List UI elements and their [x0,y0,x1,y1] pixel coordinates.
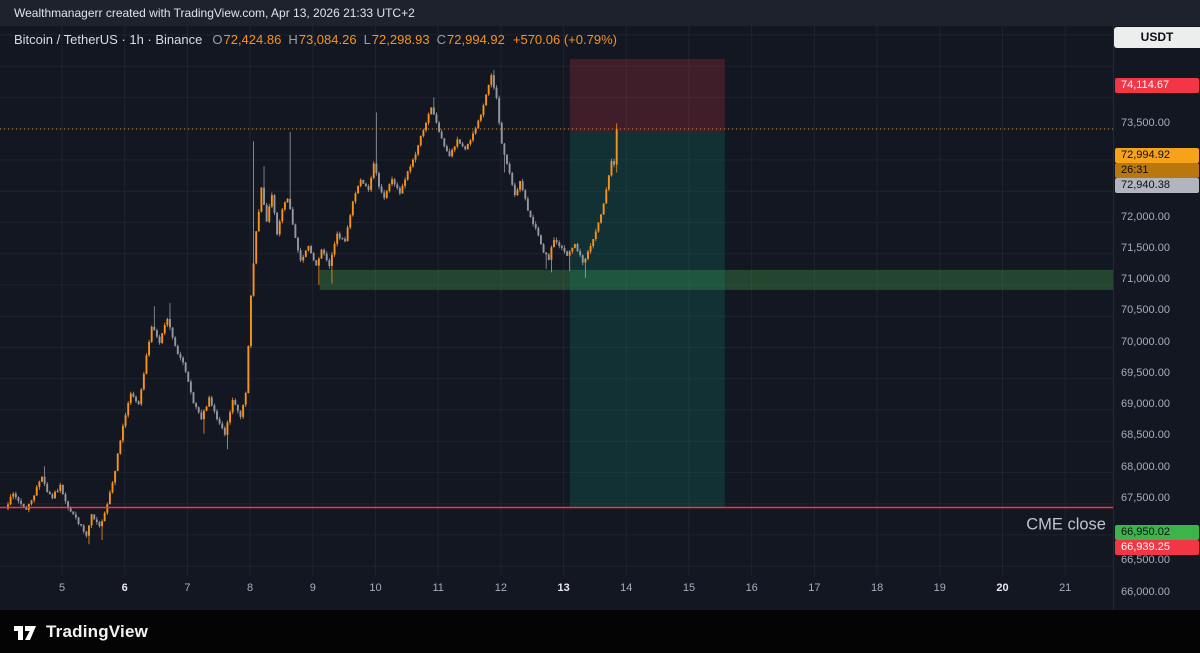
bar-countdown-badge: 26:31 [1115,162,1199,178]
ohlc-value: 73,084.26 [298,31,357,47]
ohlc-value: 72,424.86 [223,31,282,47]
price-lines [0,128,1113,509]
candles [7,69,618,545]
ohlc-label: L [363,31,371,47]
grid-lines [0,26,1113,575]
target-price-badge: 66,950.02 [1115,525,1199,541]
price-axis-label: 69,500.00 [1121,366,1170,379]
time-axis-label: 19 [933,582,946,594]
footer-bar: TradingView [0,610,1200,653]
price-axis-label: 73,500.00 [1121,116,1170,129]
currency-button[interactable]: USDT [1114,27,1200,48]
symbol-title[interactable]: Bitcoin / TetherUS · 1h · Binance [14,31,203,47]
stop-loss-price-badge: 74,114.67 [1115,77,1199,93]
ohlc-label: H [288,31,298,47]
time-axis-label: 7 [184,582,191,594]
price-axis-label: 68,000.00 [1121,460,1170,473]
price-axis-label: 71,500.00 [1121,241,1170,254]
cme-close-label: CME close [1026,516,1106,534]
time-axis-label: 10 [369,582,382,594]
time-axis-label: 16 [745,582,758,594]
price-axis-label: 66,500.00 [1121,554,1170,567]
price-axis-label: 69,000.00 [1121,398,1170,411]
price-axis[interactable]: 73,500.00 72,000.00 71,500.00 71,000.00 70,5… [1113,26,1200,610]
symbol-legend[interactable]: Bitcoin / TetherUS · 1h · Binance O 72,424… [14,31,624,47]
candlestick-chart[interactable]: CME close [0,26,1113,575]
price-axis-label: 67,500.00 [1121,491,1170,504]
time-axis[interactable]: 5 6 7 8 9 10 11 12 13 14 15 16 17 18 19 20 21 [0,575,1113,610]
ohlc-label: C [436,31,447,47]
tradingview-logo[interactable]: TradingView [12,619,148,645]
change-value: +570.06 (+0.79%) [512,31,617,47]
time-axis-label: 14 [620,582,633,594]
price-axis-label: 70,000.00 [1121,335,1170,348]
ohlc-value: 72,298.93 [371,31,430,47]
ohlc-value: 72,994.92 [447,31,505,47]
price-axis-label: 68,500.00 [1121,429,1170,442]
time-axis-label: 20 [996,582,1009,594]
brand-wordmark: TradingView [46,621,149,641]
time-axis-label: 6 [121,582,128,594]
ohlc-label: O [212,31,223,47]
price-axis-label: 71,000.00 [1121,273,1170,286]
time-axis-label: 5 [58,582,66,594]
attribution-text: Wealthmanagerr created with TradingView.… [14,6,415,20]
time-axis-label: 21 [1059,582,1072,594]
price-axis-label: 72,000.00 [1121,210,1170,223]
time-axis-label: 17 [808,582,821,594]
entry-price-badge: 72,940.38 [1115,177,1199,193]
time-axis-label: 15 [682,582,696,594]
time-axis-label: 11 [432,582,444,594]
time-axis-label: 9 [309,582,316,594]
cme-close-price-badge: 66,939.25 [1115,540,1199,556]
position-tool-and-zone[interactable] [319,59,1113,507]
time-axis-label: 18 [870,582,884,594]
price-axis-label: 70,500.00 [1121,304,1170,317]
time-axis-label: 12 [494,582,508,594]
last-price-badge: 72,994.92 [1115,147,1199,163]
time-axis-label: 13 [557,582,570,594]
attribution-bar: Wealthmanagerr created with TradingView.… [0,0,1200,26]
time-axis-label: 8 [247,582,254,594]
price-axis-label: 66,000.00 [1121,585,1170,598]
tradingview-logo-icon [14,625,36,640]
